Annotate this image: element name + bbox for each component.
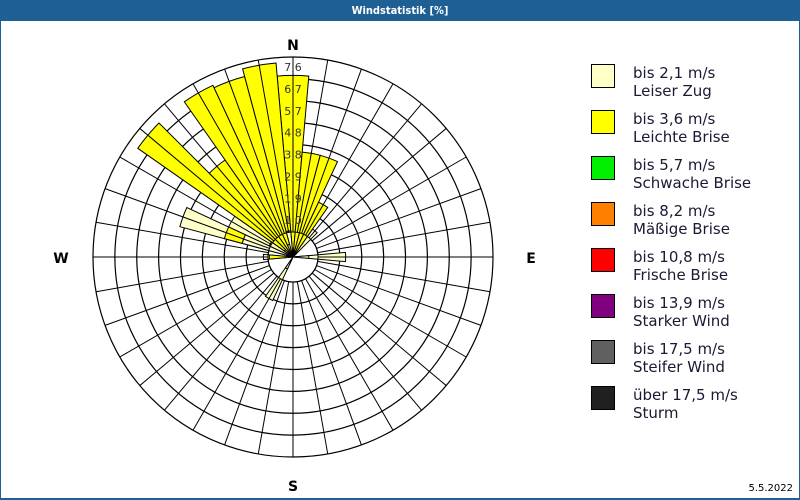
- legend-label: Starker Wind: [633, 312, 730, 330]
- sector: [294, 201, 329, 254]
- grid-spoke: [119, 269, 272, 358]
- grid-spoke: [305, 278, 394, 431]
- sector: [293, 255, 310, 259]
- legend-label: Steifer Wind: [633, 358, 725, 376]
- legend-label: Mäßige Brise: [633, 220, 730, 238]
- grid-spoke: [317, 221, 491, 254]
- grid-spoke: [301, 280, 362, 446]
- legend-label: Sturm: [633, 404, 679, 422]
- legend-label: Leichte Brise: [633, 128, 730, 146]
- legend-swatch: [591, 64, 615, 88]
- grid-spoke: [308, 103, 422, 239]
- legend-range: bis 8,2 m/s: [633, 202, 716, 220]
- compass-label: N: [287, 38, 299, 54]
- grid-spoke: [296, 59, 329, 233]
- legend-label: Schwache Brise: [633, 174, 752, 192]
- compass-label: W: [53, 251, 68, 267]
- grid-spoke: [139, 272, 275, 386]
- legend-range: bis 2,1 m/s: [633, 64, 716, 82]
- legend-swatch: [591, 294, 615, 318]
- sector: [293, 154, 339, 253]
- legend-range: bis 5,7 m/s: [633, 156, 716, 174]
- sector: [137, 122, 287, 252]
- legend-swatch: [591, 386, 615, 410]
- grid-spoke: [164, 275, 278, 411]
- legend-range: bis 3,6 m/s: [633, 110, 716, 128]
- legend-range: über 17,5 m/s: [633, 386, 738, 404]
- grid-spoke: [305, 83, 394, 236]
- ring-label: 6,7: [284, 83, 302, 96]
- ring-label: 1,0: [284, 214, 302, 227]
- sector: [241, 62, 292, 233]
- grid-spoke: [192, 83, 281, 236]
- sector: [223, 226, 246, 244]
- ring-label: 3,8: [284, 149, 302, 162]
- grid-spoke: [95, 221, 269, 254]
- ring-label: 4,8: [284, 127, 302, 140]
- sector: [183, 84, 292, 254]
- ring-label: 2,9: [284, 170, 302, 183]
- legend-swatch: [591, 202, 615, 226]
- date-label: 5.5.2022: [748, 483, 793, 494]
- grid-spoke: [296, 281, 329, 455]
- legend-swatch: [591, 248, 615, 272]
- sector: [284, 257, 294, 270]
- ring-label: 1,9: [284, 192, 302, 205]
- grid-spoke: [316, 265, 482, 326]
- grid-spoke: [314, 156, 467, 245]
- legend-swatch: [591, 110, 615, 134]
- legend-range: bis 17,5 m/s: [633, 340, 725, 358]
- grid-spoke: [104, 188, 270, 249]
- legend-range: bis 10,8 m/s: [633, 248, 725, 266]
- grid-spoke: [301, 68, 362, 234]
- window-title: Windstatistik [%]: [351, 4, 449, 17]
- grid-spoke: [314, 269, 467, 358]
- grid-spoke: [104, 265, 270, 326]
- grid-spoke: [257, 59, 290, 233]
- legend-swatch: [591, 340, 615, 364]
- grid-spoke: [316, 188, 482, 249]
- grid-spoke: [95, 260, 269, 293]
- grid-spoke: [164, 103, 278, 239]
- ring-label: 5,7: [284, 105, 302, 118]
- legend-label: Leiser Zug: [633, 82, 712, 100]
- legend-swatch: [591, 156, 615, 180]
- compass-label: E: [526, 251, 536, 267]
- ring-label: 7,6: [284, 61, 302, 74]
- legend-label: Frische Brise: [633, 266, 729, 284]
- grid-spoke: [139, 128, 275, 242]
- grid-spoke: [311, 272, 447, 386]
- grid-spoke: [224, 68, 285, 234]
- grid-spoke: [192, 278, 281, 431]
- grid-spoke: [317, 260, 491, 293]
- grid-spoke: [257, 281, 290, 455]
- chart-panel: 1,0 1,9 2,9 3,8 4,8 5,7 6,7 7,6 N S W E bis 2,1 m/s…: [1, 21, 799, 498]
- wind-rose-chart: 1,0 1,9 2,9 3,8 4,8 5,7 6,7 7,6 N S W E: [53, 38, 536, 495]
- grid-spoke: [311, 128, 447, 242]
- grid-spoke: [119, 156, 272, 245]
- sector: [268, 254, 291, 260]
- sector: [292, 251, 298, 258]
- grid-spoke: [308, 275, 422, 411]
- legend-range: bis 13,9 m/s: [633, 294, 725, 312]
- grid-spoke: [224, 280, 285, 446]
- compass-label: S: [288, 479, 298, 495]
